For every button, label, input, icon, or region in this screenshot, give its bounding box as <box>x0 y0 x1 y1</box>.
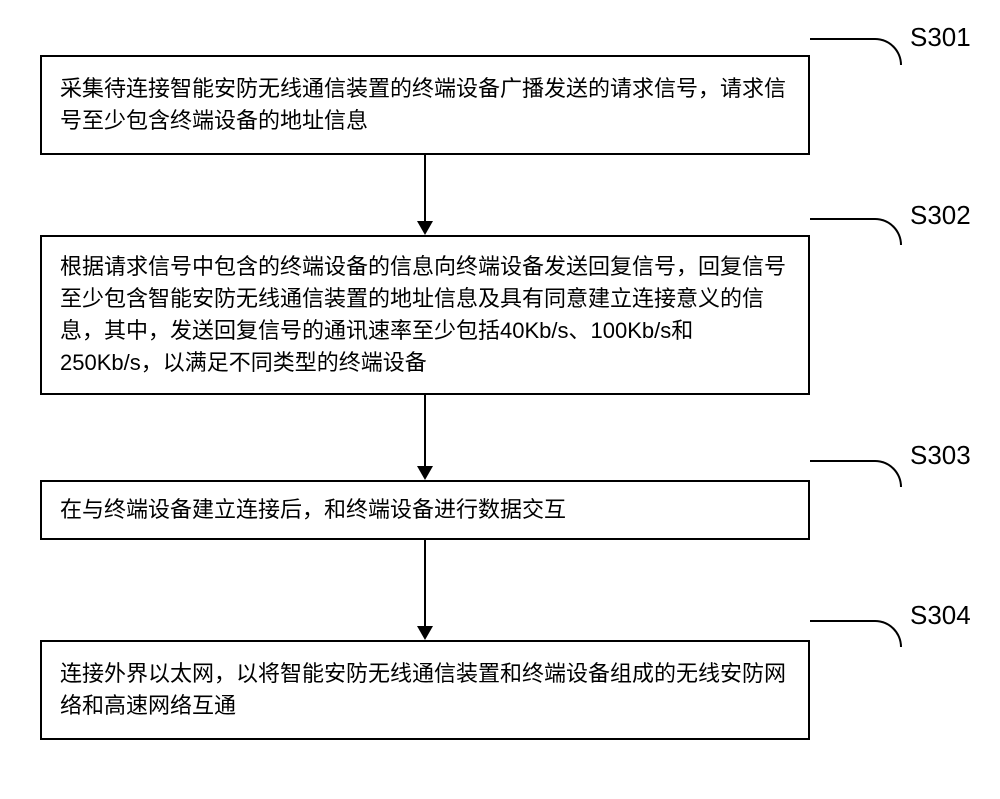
arrow-shaft <box>424 155 426 221</box>
flow-node-text: 采集待连接智能安防无线通信装置的终端设备广播发送的请求信号，请求信号至少包含终端… <box>60 73 790 137</box>
flow-label-s304: S304 <box>910 600 971 631</box>
flow-label-s303: S303 <box>910 440 971 471</box>
flow-node-s303: 在与终端设备建立连接后，和终端设备进行数据交互 <box>40 480 810 540</box>
flowchart-canvas: 采集待连接智能安防无线通信装置的终端设备广播发送的请求信号，请求信号至少包含终端… <box>0 0 1000 799</box>
leader-line <box>810 38 902 65</box>
flow-node-text: 在与终端设备建立连接后，和终端设备进行数据交互 <box>60 494 566 526</box>
leader-line <box>810 620 902 647</box>
flow-node-text: 连接外界以太网，以将智能安防无线通信装置和终端设备组成的无线安防网络和高速网络互… <box>60 658 790 722</box>
leader-line <box>810 218 902 245</box>
arrow-shaft <box>424 540 426 626</box>
arrow-head-icon <box>417 221 433 235</box>
flow-node-text: 根据请求信号中包含的终端设备的信息向终端设备发送回复信号，回复信号至少包含智能安… <box>60 251 790 379</box>
flow-label-s301: S301 <box>910 22 971 53</box>
flow-node-s301: 采集待连接智能安防无线通信装置的终端设备广播发送的请求信号，请求信号至少包含终端… <box>40 55 810 155</box>
leader-line <box>810 460 902 487</box>
arrow-shaft <box>424 395 426 466</box>
arrow-head-icon <box>417 626 433 640</box>
arrow-head-icon <box>417 466 433 480</box>
flow-label-s302: S302 <box>910 200 971 231</box>
flow-node-s302: 根据请求信号中包含的终端设备的信息向终端设备发送回复信号，回复信号至少包含智能安… <box>40 235 810 395</box>
flow-node-s304: 连接外界以太网，以将智能安防无线通信装置和终端设备组成的无线安防网络和高速网络互… <box>40 640 810 740</box>
